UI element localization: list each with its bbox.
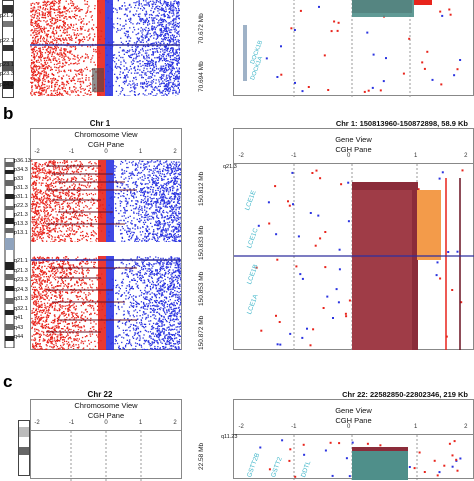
band-label: q24.3 bbox=[14, 287, 28, 293]
chr-title-c: Chr 22 bbox=[60, 390, 140, 399]
band-label: p13.1 bbox=[14, 230, 28, 236]
band-label: q11.23 bbox=[221, 434, 237, 440]
log-ratio-axis: -2 -1 0 1 2 bbox=[31, 149, 181, 160]
chromosome-view-title: Chromosome View bbox=[31, 130, 181, 139]
gene-view-a: DOCK1B DOCK1A bbox=[233, 0, 474, 96]
band-label: q23.3 bbox=[14, 277, 28, 283]
tick-label: 0 bbox=[347, 424, 350, 430]
panel-label-c: c bbox=[3, 372, 12, 392]
aberration-region bbox=[414, 0, 432, 5]
coord-title-b: Chr 1: 150813960-150872898, 58.9 Kb bbox=[268, 119, 468, 128]
band-label: q44 bbox=[14, 334, 23, 340]
band-label: q32.1 bbox=[14, 306, 28, 312]
aberration-region bbox=[352, 451, 408, 480]
chromosome-view-title: Chromosome View bbox=[31, 401, 181, 410]
log-ratio-axis: -2 -1 0 1 2 bbox=[234, 424, 473, 435]
band-label: p13.3 bbox=[14, 221, 28, 227]
gain-core bbox=[105, 0, 113, 96]
band-label: p31.1 bbox=[14, 194, 28, 200]
gene-view-title: Gene View bbox=[234, 406, 473, 415]
band-label: q43 bbox=[14, 325, 23, 331]
gene-scatter-a bbox=[234, 0, 474, 97]
tick-label: -1 bbox=[291, 424, 296, 430]
tick-label: 0 bbox=[347, 153, 350, 159]
cgh-pane-title: CGH Pane bbox=[31, 140, 181, 149]
band-label: p24.3 bbox=[0, 82, 14, 88]
band-label: q31.3 bbox=[14, 296, 28, 302]
tick-label: 1 bbox=[414, 424, 417, 430]
tick-label: 2 bbox=[464, 153, 467, 159]
tick-label: 2 bbox=[173, 149, 176, 155]
tick-label: 1 bbox=[139, 420, 142, 426]
band-label: p22.3 bbox=[14, 203, 28, 209]
cgh-pane-a bbox=[30, 0, 180, 96]
tick-label: -2 bbox=[34, 149, 39, 155]
mb-axis-label: 150.872 Mb bbox=[198, 316, 205, 350]
gene-view-title: Gene View bbox=[234, 135, 473, 144]
band-label: p22.1 bbox=[0, 38, 14, 44]
mb-axis-label: 150.812 Mb bbox=[198, 172, 205, 206]
tick-label: -1 bbox=[291, 153, 296, 159]
tick-label: -2 bbox=[238, 424, 243, 430]
cgh-scatter-a bbox=[30, 0, 180, 96]
aberration-region bbox=[352, 0, 414, 17]
axis-label-bottom: 70.694 Mb bbox=[198, 61, 205, 92]
log-ratio-axis: -2 -1 0 1 2 bbox=[234, 153, 473, 164]
chr-title-b: Chr 1 bbox=[60, 119, 140, 128]
band-label: p23.3 bbox=[0, 71, 14, 77]
band-label: p34.3 bbox=[14, 167, 28, 173]
tick-label: -2 bbox=[34, 420, 39, 426]
aberration-region bbox=[417, 190, 441, 260]
tick-label: 2 bbox=[464, 424, 467, 430]
panel-label-b: b bbox=[3, 104, 13, 124]
band-label: p21.3 bbox=[14, 212, 28, 218]
mb-axis-label: 150.853 Mb bbox=[198, 272, 205, 306]
tick-label: -1 bbox=[69, 420, 74, 426]
tick-label: 1 bbox=[139, 149, 142, 155]
gene-view-b: Gene View CGH Pane -2 -1 0 1 2 LCE1E LCE… bbox=[233, 128, 474, 350]
panel-a: p21.2 p22.1 p23.1 p23.3 p24.3 70.672 Mb … bbox=[0, 0, 474, 100]
band-label: q21.3 bbox=[223, 164, 237, 170]
log-ratio-axis: -2 -1 0 1 2 bbox=[31, 420, 181, 431]
chromosome-ideogram-c[interactable] bbox=[18, 420, 30, 476]
chromosome-view-c: Chromosome View CGH Pane -2 -1 0 1 2 bbox=[30, 399, 182, 479]
gene-scatter-b bbox=[234, 164, 474, 350]
aberration-region bbox=[352, 447, 408, 451]
cgh-scatter-b bbox=[31, 160, 181, 350]
gene-track-a bbox=[243, 25, 247, 81]
tick-label: -2 bbox=[238, 153, 243, 159]
mb-axis-label: 22.58 Mb bbox=[198, 443, 205, 470]
band-label: p33 bbox=[14, 176, 23, 182]
gene-view-c: Gene View CGH Pane -2 -1 0 1 2 GSTT2B GS… bbox=[233, 399, 474, 479]
gene-probes bbox=[266, 6, 461, 93]
chromosome-ideogram-b[interactable] bbox=[4, 158, 14, 348]
tick-label: -1 bbox=[69, 149, 74, 155]
band-label: p36.13 bbox=[14, 158, 31, 164]
aberration-region bbox=[352, 190, 412, 350]
band-label: q41 bbox=[14, 315, 23, 321]
tick-label: 0 bbox=[104, 149, 107, 155]
coord-title-c: Chr 22: 22582850-22802346, 219 Kb bbox=[268, 390, 468, 399]
band-label: q21.3 bbox=[14, 268, 28, 274]
cgh-pane-title: CGH Pane bbox=[31, 411, 181, 420]
band-label: p31.3 bbox=[14, 185, 28, 191]
tick-label: 1 bbox=[414, 153, 417, 159]
band-labels-b: p36.13 p34.3 p33 p31.3 p31.1 p22.3 p21.3 p13.3 p… bbox=[16, 158, 32, 348]
chromosome-view-b: Chromosome View CGH Pane -2 -1 0 1 2 bbox=[30, 128, 182, 350]
tick-label: 2 bbox=[173, 420, 176, 426]
tick-label: 0 bbox=[104, 420, 107, 426]
axis-label-top: 70.672 Mb bbox=[198, 13, 205, 44]
band-label: p21.2 bbox=[0, 13, 14, 19]
band-label: p23.1 bbox=[0, 62, 14, 68]
band-label: q21.1 bbox=[14, 258, 28, 264]
mb-axis-label: 150.833 Mb bbox=[198, 226, 205, 260]
